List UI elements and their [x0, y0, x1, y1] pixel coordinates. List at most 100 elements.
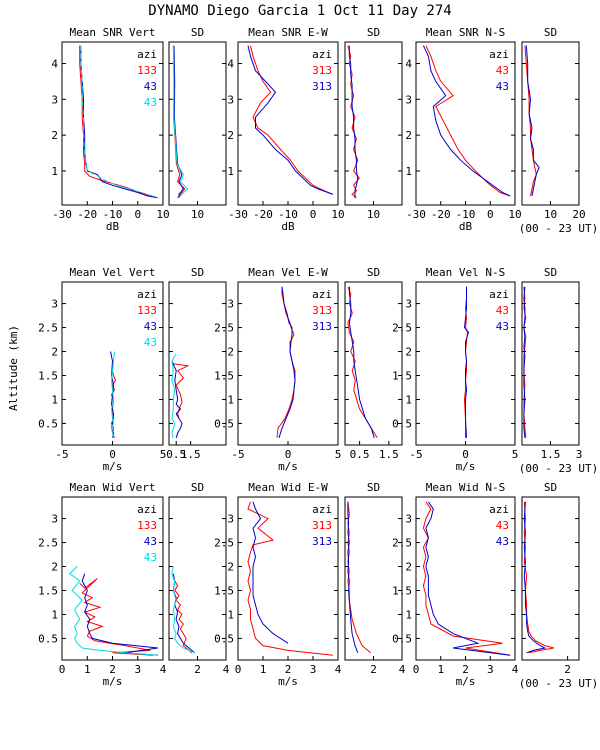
y-tick-label: 1: [405, 608, 412, 621]
x-axis-label: dB: [281, 220, 295, 233]
ut-label: (00 - 23 UT): [519, 222, 598, 235]
x-tick-label: -20: [431, 208, 451, 221]
y-tick-label: 2: [405, 346, 412, 359]
x-tick-label: 4: [335, 663, 342, 676]
y-tick-label: 4: [405, 57, 412, 70]
x-tick-label: 0: [462, 448, 469, 461]
x-axis-label: m/s: [278, 675, 298, 688]
legend-entry: 43: [496, 80, 509, 93]
series-line-43: [81, 573, 158, 656]
panel-title: SD: [367, 26, 380, 39]
x-tick-label: 0.5: [350, 448, 370, 461]
panel-vel-ns-sd: SD 1.5 3: [521, 266, 582, 461]
x-tick-label: 10: [508, 208, 521, 221]
x-tick-label: 20: [572, 208, 585, 221]
series-line-313: [252, 501, 289, 644]
series-line-43: [80, 45, 159, 199]
x-tick-label: 3: [310, 663, 317, 676]
y-tick-label: 2: [51, 129, 58, 142]
x-tick-label: 2: [194, 663, 201, 676]
panel-vel-ns: Mean Vel N-S 0.5 1 1.5 2 2.5 3 -5 0 5 m/s azi 43 43: [392, 266, 518, 473]
panel-title: Mean Vel N-S: [426, 266, 505, 279]
x-tick-label: -30: [52, 208, 72, 221]
y-tick-label: 3: [51, 298, 58, 311]
legend-header: azi: [137, 503, 157, 516]
panel-title: SD: [544, 26, 557, 39]
y-tick-label: 1.5: [392, 369, 412, 382]
y-tick-label: 2: [51, 346, 58, 359]
legend-entry: 43: [144, 320, 157, 333]
legend-header: azi: [489, 503, 509, 516]
ut-label: (00 - 23 UT): [519, 462, 598, 475]
x-tick-label: 3: [487, 663, 494, 676]
panel-title: Mean Wid Vert: [69, 481, 155, 494]
y-tick-label: 0.5: [38, 632, 58, 645]
x-tick-label: 0: [134, 208, 141, 221]
x-tick-label: 1.5: [379, 448, 399, 461]
series-line-43: [422, 45, 511, 197]
x-tick-label: 4: [160, 663, 167, 676]
y-tick-label: 1.5: [38, 584, 58, 597]
series-line-43: [173, 45, 189, 199]
y-tick-label: 1.5: [214, 369, 234, 382]
y-tick-label: 3: [51, 93, 58, 106]
panel-vel-ew-sd: SD 0.5 1.5: [344, 266, 403, 461]
legend-entry: 43: [144, 535, 157, 548]
series-line-133: [172, 578, 193, 654]
x-tick-label: 2: [109, 663, 116, 676]
x-tick-label: 0: [109, 448, 116, 461]
y-tick-label: 0.5: [392, 632, 412, 645]
x-axis-label: m/s: [456, 675, 476, 688]
panel-vel-vert-sd: SD 0.51.5: [166, 266, 227, 461]
panel-title: Mean SNR Vert: [69, 26, 155, 39]
series-line-313: [247, 45, 334, 195]
legend-entry: 43: [144, 80, 157, 93]
panel-title: Mean Vel Vert: [69, 266, 155, 279]
x-axis-label: m/s: [278, 460, 298, 473]
panel-title: SD: [367, 481, 380, 494]
x-tick-label: -20: [77, 208, 97, 221]
legend-entry: 43: [144, 336, 157, 349]
x-tick-label: 0: [235, 663, 242, 676]
y-tick-label: 1: [227, 608, 234, 621]
x-tick-label: 10: [191, 208, 204, 221]
x-tick-label: 10: [367, 208, 380, 221]
series-line-43: [173, 45, 184, 198]
legend-entry: 43: [144, 96, 157, 109]
series-line-313: [347, 501, 359, 653]
x-tick-label: 3: [134, 663, 141, 676]
panel-snr-ns-sd: SD 10 20: [521, 26, 586, 221]
series-line-133: [79, 578, 153, 656]
x-tick-label: 4: [399, 663, 406, 676]
y-tick-label: 2.5: [214, 322, 234, 335]
panel-wid-ns-sd: SD 2: [521, 481, 580, 676]
y-tick-label: 0.5: [392, 417, 412, 430]
x-tick-label: 2: [564, 663, 571, 676]
y-tick-label: 1.5: [392, 584, 412, 597]
y-tick-label: 3: [405, 93, 412, 106]
x-tick-label: 10: [331, 208, 344, 221]
series-line-313: [247, 501, 334, 656]
x-tick-label: 1: [437, 663, 444, 676]
x-tick-label: -10: [103, 208, 123, 221]
y-tick-label: 2: [227, 129, 234, 142]
legend-header: azi: [312, 503, 332, 516]
x-tick-label: 4: [512, 663, 519, 676]
series-line-43: [171, 566, 195, 654]
series-line-43: [171, 353, 177, 438]
x-tick-label: 5: [160, 448, 167, 461]
panel-vel-vert: Mean Vel Vert 0.5 1 1.5 2 2.5 3 -5 0 5 m/s azi 133 43…: [38, 266, 166, 473]
x-axis-label: dB: [459, 220, 473, 233]
panel-title: SD: [191, 266, 204, 279]
x-tick-label: -5: [231, 448, 244, 461]
y-tick-label: 3: [405, 298, 412, 311]
panel-wid-vert-sd: SD 2 4: [168, 481, 230, 676]
x-tick-label: 10: [544, 208, 557, 221]
y-tick-label: 2: [405, 561, 412, 574]
legend-entry: 133: [137, 304, 157, 317]
x-tick-label: 2: [462, 663, 469, 676]
legend-entry: 313: [312, 535, 332, 548]
series-line-313: [347, 286, 378, 439]
legend-entry: 43: [496, 519, 509, 532]
